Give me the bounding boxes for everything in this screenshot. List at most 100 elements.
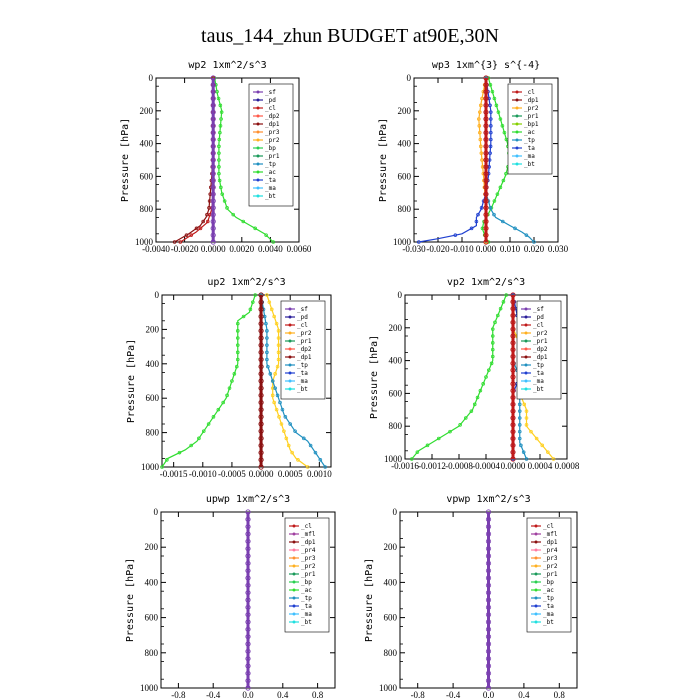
legend-marker bbox=[288, 355, 292, 359]
x-tick-label: 0.030 bbox=[548, 244, 569, 254]
series-point-tp bbox=[283, 415, 288, 419]
series-point-cl bbox=[205, 219, 210, 224]
series-point-cl bbox=[483, 212, 489, 218]
y-tick-label: 1000 bbox=[379, 683, 398, 693]
series-point-ac bbox=[241, 219, 246, 224]
panel-wp2: wp2 1xm^2/s^3 Pressure [hPa] 0 200 400 600 800… bbox=[120, 60, 312, 254]
series-point-cl bbox=[485, 568, 492, 574]
y-tick-label: 200 bbox=[398, 106, 412, 116]
legend-entry: _dp2 bbox=[533, 346, 548, 353]
series-point-sf bbox=[210, 75, 216, 81]
legend-entry: _ma bbox=[301, 611, 312, 618]
legend-marker bbox=[524, 347, 528, 351]
series-point-cl bbox=[510, 442, 516, 448]
series-point-pr2 bbox=[274, 321, 279, 326]
series-point-tp bbox=[524, 457, 529, 461]
series-point-tp bbox=[278, 400, 282, 405]
series-point-cl bbox=[483, 116, 489, 122]
series-point-cl bbox=[245, 678, 251, 684]
series-point-ac bbox=[502, 130, 507, 135]
series-point-tp bbox=[265, 343, 269, 347]
legend-entry: _dp1 bbox=[297, 354, 312, 361]
series-point-ta bbox=[488, 124, 493, 128]
series-point-ta bbox=[488, 144, 493, 149]
legend-marker bbox=[292, 548, 296, 552]
legend-marker bbox=[534, 604, 538, 608]
series-point-cl bbox=[485, 641, 492, 647]
legend-marker bbox=[515, 98, 519, 102]
series-point-ac bbox=[221, 400, 225, 405]
y-tick-label: 0 bbox=[149, 73, 154, 83]
series-point-cl bbox=[510, 381, 516, 387]
series-point-cl bbox=[510, 388, 516, 394]
series-point-ac bbox=[264, 233, 268, 237]
series-point-ac bbox=[235, 336, 240, 340]
series-point-ta bbox=[488, 117, 493, 121]
series-point-cl bbox=[510, 374, 516, 380]
series-point-cl bbox=[245, 538, 251, 544]
series-point-cl bbox=[510, 456, 516, 462]
series-point-ac bbox=[197, 436, 201, 441]
series-point-cl bbox=[510, 401, 516, 407]
series-point-cl bbox=[510, 299, 516, 305]
series-point-dp1 bbox=[258, 428, 264, 434]
legend-entry: _pr4 bbox=[301, 547, 316, 554]
legend-marker bbox=[256, 90, 260, 94]
series-point-dp1 bbox=[258, 450, 264, 456]
series-point-pr2 bbox=[277, 415, 281, 419]
series-point-cl bbox=[485, 612, 492, 618]
x-tick-label: 0.0000 bbox=[201, 244, 226, 254]
series-point-ta bbox=[488, 110, 493, 114]
series-line-ac bbox=[161, 294, 256, 468]
legend-marker bbox=[515, 130, 519, 134]
series-point-ac bbox=[472, 402, 477, 407]
series-point-tp bbox=[323, 465, 327, 469]
legend-entry: _pd bbox=[265, 97, 276, 104]
legend-marker bbox=[524, 339, 528, 343]
legend-entry: _ta bbox=[524, 145, 535, 152]
series-point-tp bbox=[308, 443, 313, 448]
legend-entry: _bp1 bbox=[524, 121, 539, 128]
x-tick-label: -0.0008 bbox=[445, 461, 473, 471]
series-point-dp1 bbox=[258, 464, 264, 470]
legend-entry: _tp bbox=[543, 595, 554, 602]
y-tick-label: 200 bbox=[389, 323, 403, 333]
series-point-cl bbox=[510, 340, 516, 346]
series-point-ac bbox=[217, 158, 221, 162]
series-point-ac bbox=[218, 124, 223, 128]
series-point-ac bbox=[415, 450, 420, 454]
series-point-sf bbox=[210, 205, 216, 211]
series-point-ta bbox=[476, 212, 480, 217]
series-point-pr2 bbox=[305, 465, 310, 469]
series-point-cl bbox=[245, 670, 251, 676]
legend-marker bbox=[524, 331, 528, 335]
series-point-ac bbox=[201, 429, 206, 433]
series-point-ac bbox=[500, 124, 505, 128]
series-point-cl bbox=[485, 678, 492, 684]
legend-marker bbox=[292, 556, 296, 560]
series-point-dp1 bbox=[258, 349, 264, 355]
series-point-cl bbox=[245, 648, 251, 654]
legend-entry: _dp2 bbox=[265, 113, 280, 120]
series-point-ac bbox=[235, 321, 240, 326]
series-point-cl bbox=[510, 449, 516, 455]
panel-title: vp2 1xm^2/s^3 bbox=[447, 277, 525, 288]
series-line-cl bbox=[179, 78, 214, 243]
legend-entry: _dp1 bbox=[533, 354, 548, 361]
x-tick-label: -0.0005 bbox=[218, 469, 246, 479]
y-tick-label: 600 bbox=[384, 613, 398, 623]
series-point-cl bbox=[485, 604, 492, 610]
legend-marker bbox=[524, 379, 528, 383]
x-tick-label: 0.4 bbox=[277, 690, 289, 700]
series-point-cl bbox=[483, 232, 489, 238]
legend-marker bbox=[515, 162, 519, 166]
legend-marker bbox=[292, 532, 296, 536]
y-tick-label: 200 bbox=[146, 324, 160, 334]
x-tick-label: 0.8 bbox=[312, 690, 324, 700]
series-point-pr2 bbox=[276, 336, 281, 340]
panel-wp3: wp3 1xm^{3} s^{-4} Pressure [hPa] 0 200 400 6… bbox=[378, 60, 569, 254]
series-point-ac bbox=[501, 178, 506, 183]
series-point-cl bbox=[245, 626, 251, 632]
legend-entry: _pr1 bbox=[301, 571, 316, 578]
series-point-dp1 bbox=[201, 219, 205, 224]
